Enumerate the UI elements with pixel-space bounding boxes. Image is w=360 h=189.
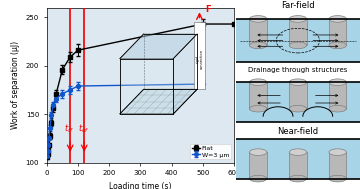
- Text: F: F: [206, 5, 211, 14]
- Legend: Flat, W=3 μm: Flat, W=3 μm: [190, 144, 231, 159]
- Ellipse shape: [329, 15, 346, 22]
- Ellipse shape: [289, 15, 307, 22]
- Polygon shape: [194, 22, 206, 89]
- Ellipse shape: [289, 79, 307, 86]
- Ellipse shape: [289, 105, 307, 112]
- Polygon shape: [120, 89, 197, 114]
- Bar: [289, 19, 307, 45]
- Ellipse shape: [249, 105, 267, 112]
- Ellipse shape: [249, 42, 267, 49]
- Bar: [289, 152, 307, 179]
- Y-axis label: Work of separation (μJ): Work of separation (μJ): [11, 41, 20, 129]
- Text: rigid
connection: rigid connection: [195, 49, 204, 69]
- Bar: [289, 82, 307, 109]
- Bar: [329, 82, 346, 109]
- Bar: [249, 19, 267, 45]
- Polygon shape: [174, 34, 197, 114]
- Bar: [236, 139, 360, 179]
- Ellipse shape: [249, 15, 267, 22]
- Text: Near-field: Near-field: [277, 127, 319, 136]
- X-axis label: Loading time (s): Loading time (s): [109, 182, 172, 189]
- Text: Drainage through structures: Drainage through structures: [248, 67, 348, 73]
- Ellipse shape: [289, 42, 307, 49]
- Ellipse shape: [249, 79, 267, 86]
- Polygon shape: [120, 34, 197, 59]
- Ellipse shape: [249, 149, 267, 155]
- Text: $t_{ff}$: $t_{ff}$: [64, 123, 75, 136]
- Ellipse shape: [249, 175, 267, 182]
- Text: $t_{nf}$: $t_{nf}$: [78, 123, 90, 136]
- Bar: [329, 152, 346, 179]
- Ellipse shape: [289, 175, 307, 182]
- Ellipse shape: [329, 105, 346, 112]
- Bar: [236, 19, 360, 62]
- Bar: [249, 152, 267, 179]
- Bar: [236, 82, 360, 122]
- Ellipse shape: [329, 149, 346, 155]
- Ellipse shape: [329, 42, 346, 49]
- Ellipse shape: [329, 175, 346, 182]
- Text: Far-field: Far-field: [281, 1, 315, 10]
- Bar: [249, 82, 267, 109]
- Bar: [329, 19, 346, 45]
- Ellipse shape: [329, 79, 346, 86]
- Polygon shape: [120, 59, 174, 114]
- Ellipse shape: [289, 149, 307, 155]
